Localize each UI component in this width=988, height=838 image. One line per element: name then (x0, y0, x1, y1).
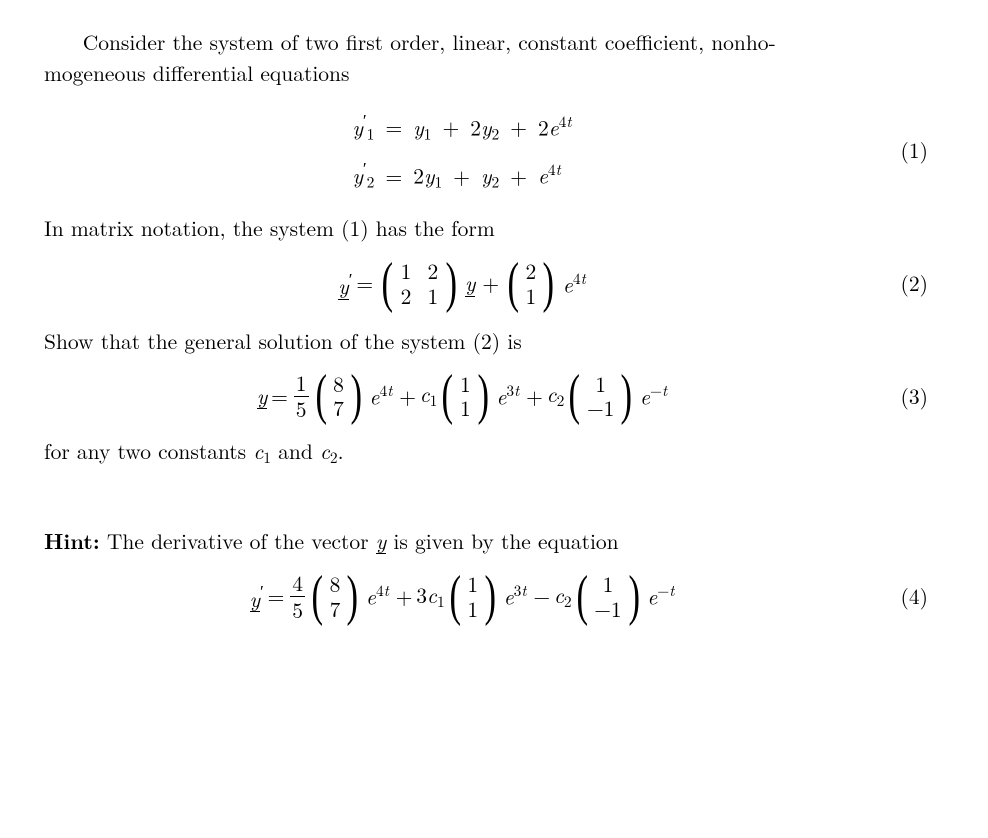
vector-1-1-a: ( 11 ) (438, 370, 492, 423)
matrix-A: ( 12 21 ) (378, 257, 461, 310)
equation-1-number: (1) (880, 136, 928, 165)
fraction-1-5: 1 5 (294, 372, 309, 421)
intro-line-2: mogeneous differential equations (44, 58, 349, 88)
paragraph-show: Show that the general solution of the sy… (44, 327, 928, 356)
page: Consider the system of two first order, … (0, 0, 988, 838)
hint-label: Hint: (44, 526, 100, 556)
vector-8-7-b: ( 87 ) (308, 570, 362, 623)
equation-4-body: y′ = 4 5 ( 87 ) e4t + 3c1 ( 11 ) e3t − c… (44, 570, 880, 623)
intro-line-1: Consider the system of two first order, … (83, 27, 776, 57)
vector-1-m1-b: ( 1−1 ) (573, 570, 644, 623)
equation-4: y′ = 4 5 ( 87 ) e4t + 3c1 ( 11 ) e3t − c… (44, 570, 928, 623)
eq2-lhs: y′ (338, 267, 352, 301)
equation-4-number: (4) (880, 582, 928, 611)
eq1-row1: y′1 = y1 + 2y2 + 2e4t (352, 102, 571, 150)
paragraph-matrix: In matrix notation, the system (1) has t… (44, 214, 928, 243)
equation-1-stack: y′1 = y1 + 2y2 + 2e4t y′2 = 2y1 + y2 + e… (352, 102, 571, 198)
equation-3-body: y = 1 5 ( 87 ) e4t + c1 ( 11 ) e3t + c2 (44, 370, 880, 423)
equation-3-number: (3) (880, 382, 928, 411)
vector-1-1-b: ( 11 ) (446, 570, 500, 623)
paragraph-intro: Consider the system of two first order, … (44, 28, 928, 57)
paragraph-constants: for any two constants c1 and c2. (44, 437, 928, 469)
vector-8-7-a: ( 87 ) (312, 370, 366, 423)
hint-paragraph: Hint: The derivative of the vector y is … (44, 527, 928, 556)
fraction-4-5: 4 5 (290, 572, 305, 621)
equation-2-number: (2) (880, 269, 928, 298)
equation-1-body: y′1 = y1 + 2y2 + 2e4t y′2 = 2y1 + y2 + e… (44, 102, 880, 198)
equation-1: y′1 = y1 + 2y2 + 2e4t y′2 = 2y1 + y2 + e… (44, 102, 928, 198)
intro-line-2-wrap: mogeneous differential equations (44, 59, 928, 88)
equation-2: y′ = ( 12 21 ) y + ( 21 ) e4t (2) (44, 257, 928, 310)
vector-b: ( 21 ) (504, 257, 558, 310)
equation-2-body: y′ = ( 12 21 ) y + ( 21 ) e4t (44, 257, 880, 310)
eq1-row2: y′2 = 2y1 + y2 + e4t (352, 150, 560, 198)
vector-1-m1-a: ( 1−1 ) (565, 370, 636, 423)
equation-3: y = 1 5 ( 87 ) e4t + c1 ( 11 ) e3t + c2 (44, 370, 928, 423)
